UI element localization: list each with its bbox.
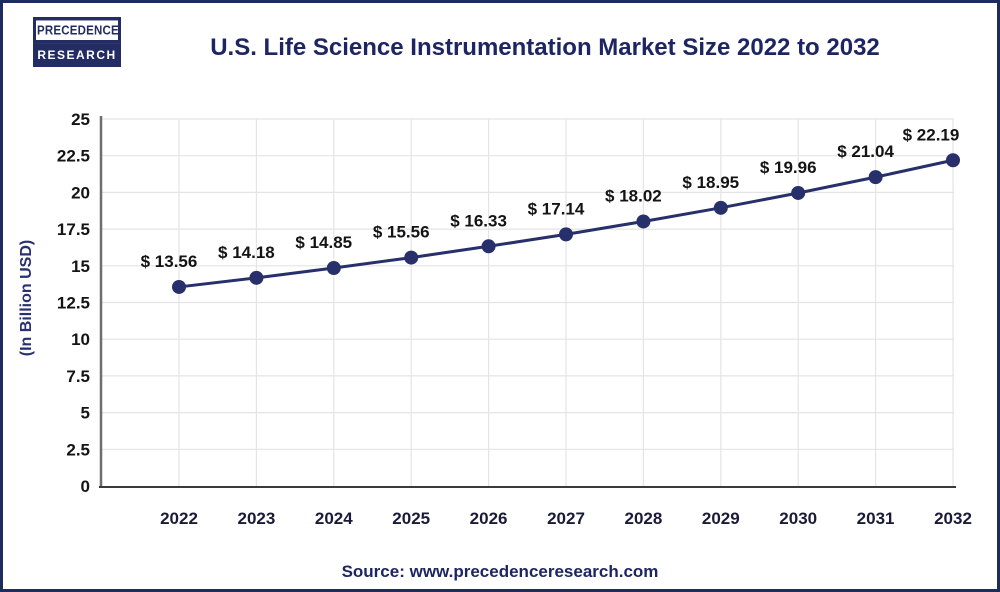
x-tick-label: 2023 [237, 509, 275, 528]
x-tick-label: 2030 [779, 509, 817, 528]
data-point-label: $ 19.96 [760, 158, 817, 177]
source-text: Source: www.precedenceresearch.com [341, 562, 659, 581]
x-tick-label: 2029 [702, 509, 740, 528]
y-tick-label: 7.5 [66, 367, 90, 386]
data-point [791, 185, 806, 200]
data-point-label: $ 18.95 [682, 173, 739, 192]
chart-title: U.S. Life Science Instrumentation Market… [210, 34, 880, 61]
x-tick-label: 2031 [857, 509, 895, 528]
precedence-research-logo: PRECEDENCE RESEARCH [33, 17, 121, 67]
y-tick-label: 2.5 [66, 440, 90, 459]
data-point [636, 214, 651, 229]
data-point-label: $ 18.02 [605, 186, 662, 205]
x-tick-label: 2032 [934, 509, 972, 528]
x-tick-label: 2027 [547, 509, 585, 528]
logo-line-research: RESEARCH [33, 42, 121, 67]
y-axis-title: (In Billion USD) [18, 240, 35, 356]
x-tick-label: 2024 [315, 509, 353, 528]
data-point [249, 270, 264, 285]
y-tick-label: 12.5 [57, 294, 90, 313]
data-point [326, 261, 341, 276]
data-point [868, 170, 883, 185]
y-tick-label: 15 [71, 257, 90, 276]
data-point [946, 153, 960, 168]
x-tick-label: 2022 [160, 509, 198, 528]
data-point [172, 279, 186, 294]
line-chart: 0 2.5 5 7.5 10 12.5 15 17.5 20 22.5 25 2022 2023 2024… [18, 110, 972, 528]
data-point-label: $ 14.18 [218, 243, 275, 262]
y-tick-label: 0 [81, 477, 90, 496]
y-tick-label: 20 [71, 183, 90, 202]
data-point [481, 239, 496, 254]
y-tick-label: 25 [71, 110, 90, 129]
y-tick-label: 22.5 [57, 147, 90, 166]
data-point-label: $ 14.85 [295, 233, 352, 252]
y-tick-label: 5 [81, 404, 90, 423]
data-point-label: $ 17.14 [528, 199, 585, 218]
x-tick-label: 2026 [470, 509, 508, 528]
logo-line-precedence: PRECEDENCE [33, 17, 121, 44]
data-point-label: $ 16.33 [450, 211, 507, 230]
x-tick-label: 2028 [624, 509, 662, 528]
data-point-label: $ 13.56 [141, 252, 198, 271]
data-point [713, 200, 728, 215]
data-point-label: $ 21.04 [837, 142, 894, 161]
data-point-label: $ 22.19 [903, 125, 960, 144]
data-point [404, 250, 419, 265]
x-tick-label: 2025 [392, 509, 430, 528]
data-point [559, 227, 573, 242]
y-tick-label: 17.5 [57, 220, 90, 239]
y-tick-label: 10 [71, 330, 90, 349]
data-point-label: $ 15.56 [373, 223, 430, 242]
